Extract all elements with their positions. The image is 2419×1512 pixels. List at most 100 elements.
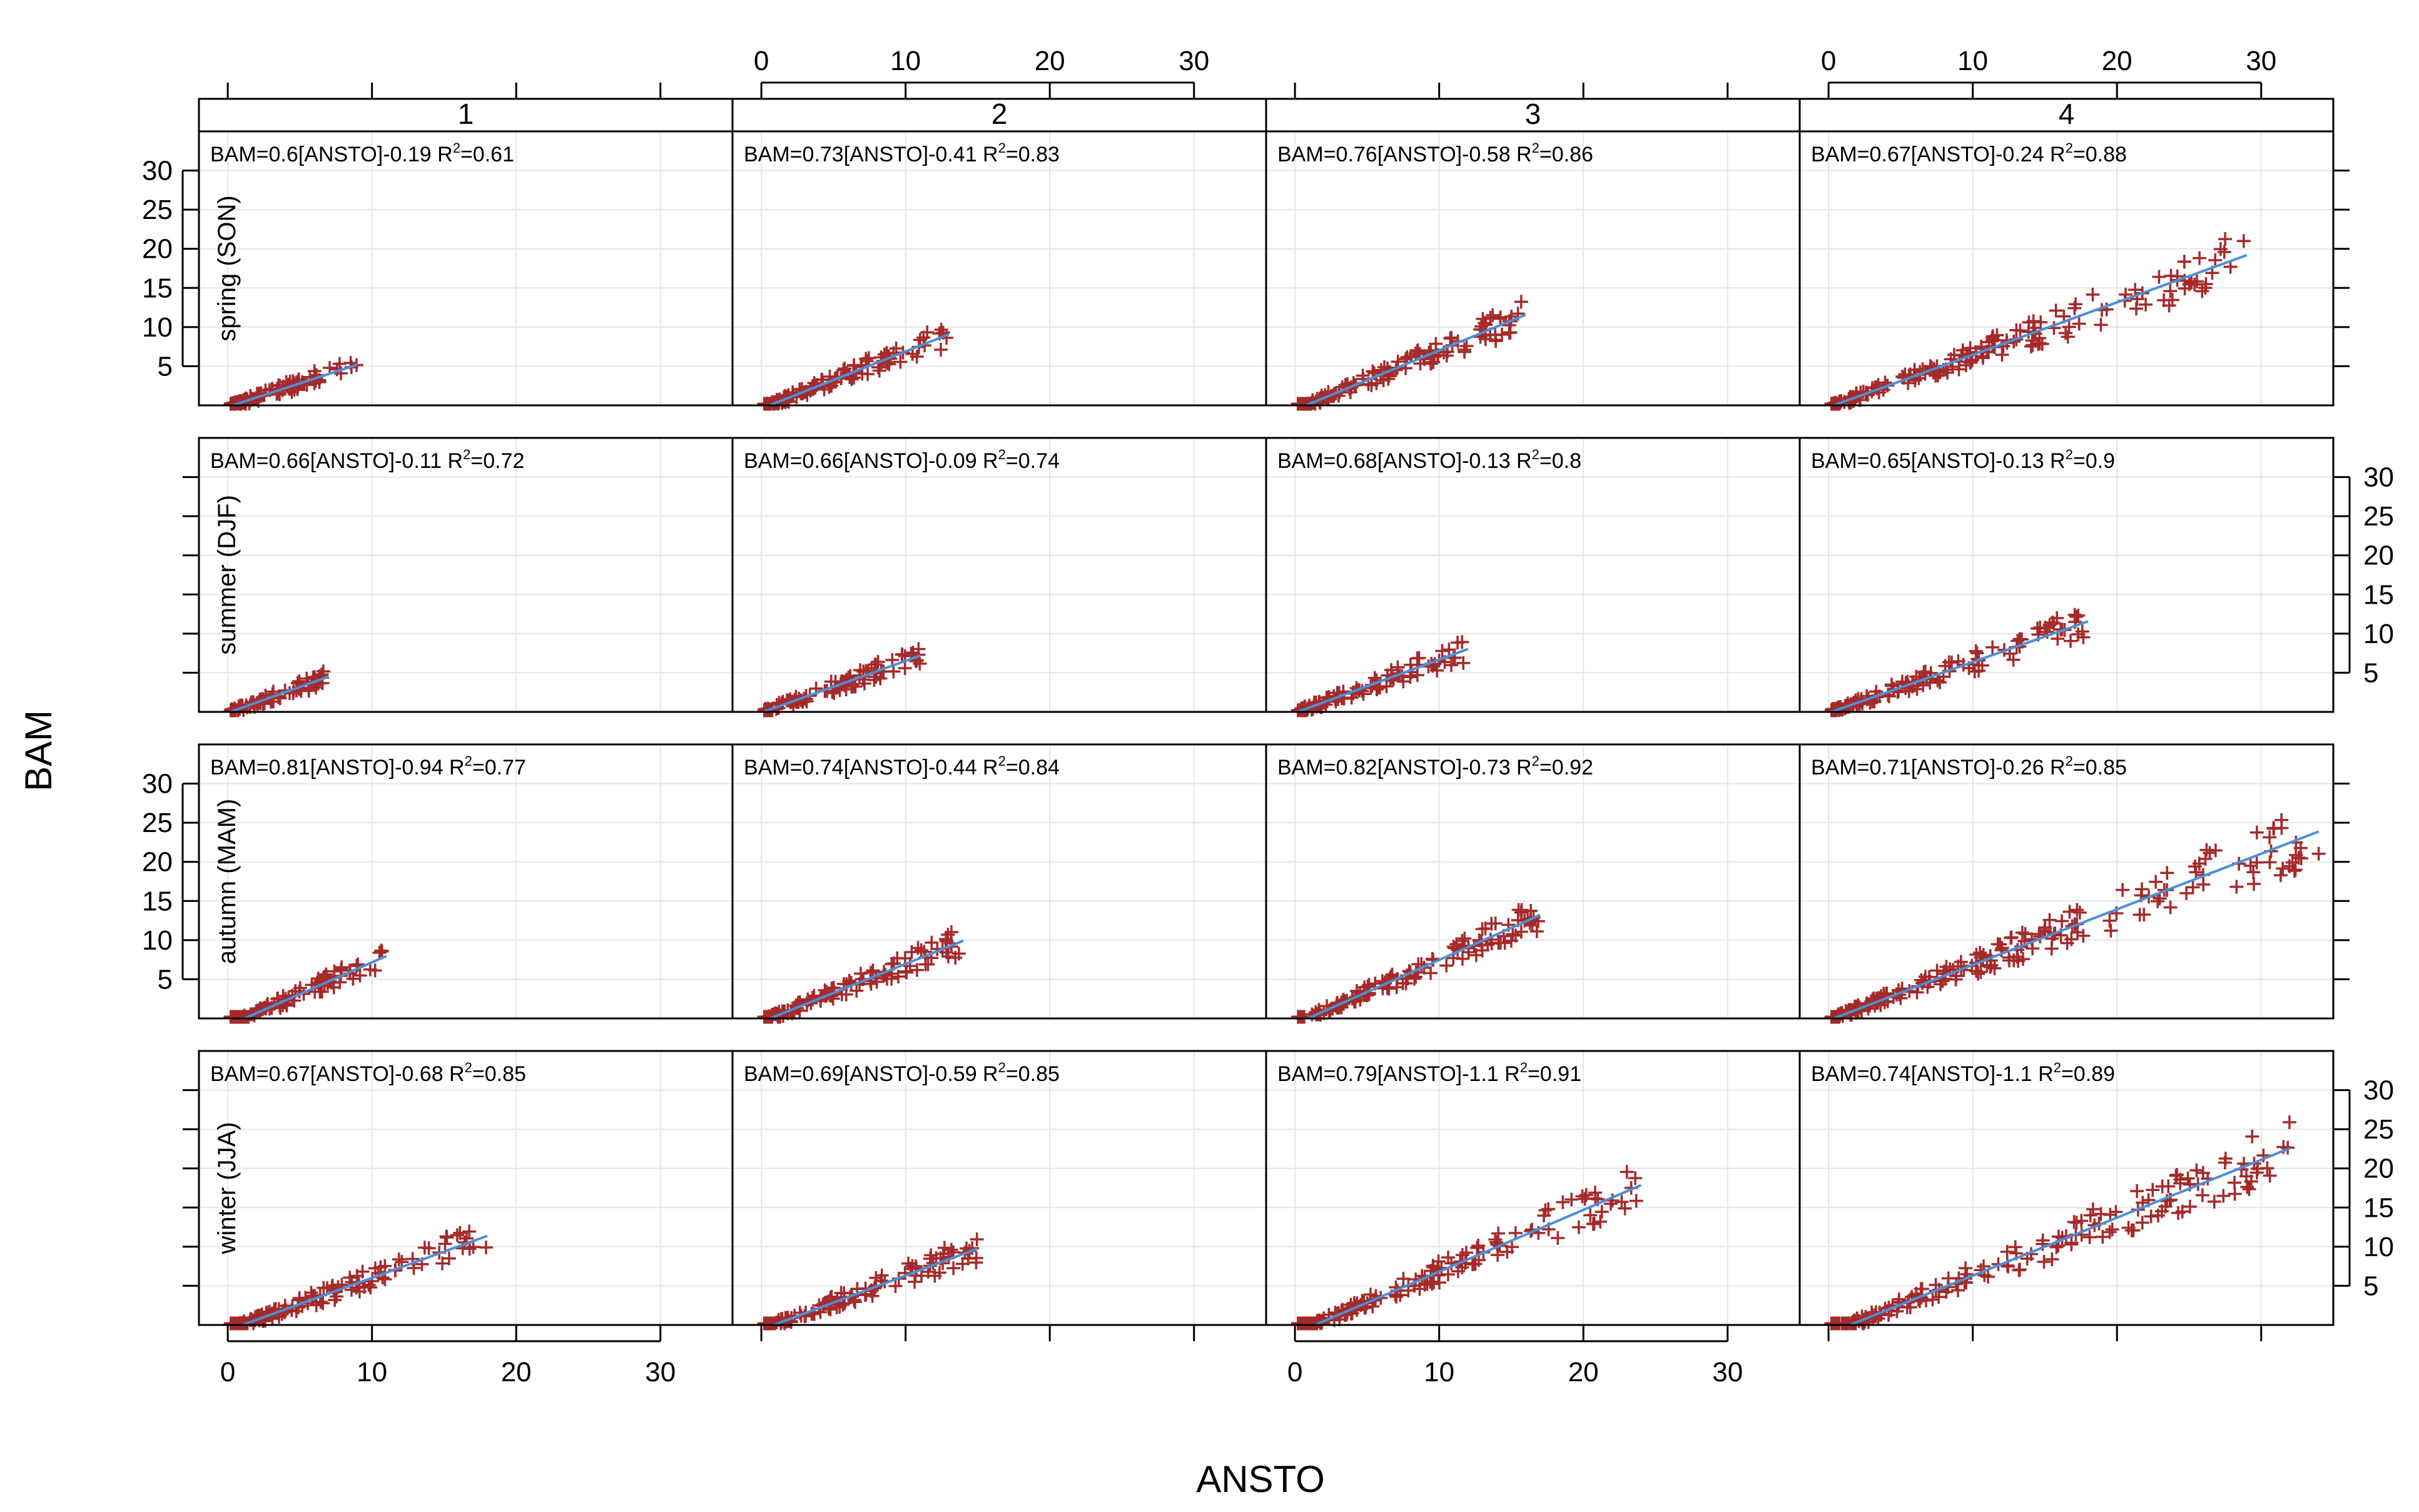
data-point — [2060, 936, 2074, 950]
data-point — [2102, 913, 2117, 928]
data-point — [1293, 397, 1307, 411]
panel: BAM=0.76[ANSTO]-0.58 R2=0.86 3 — [1265, 98, 1801, 411]
data-point — [868, 657, 882, 672]
data-point — [1628, 1171, 1643, 1185]
data-point — [1366, 364, 1380, 378]
r2-exponent: 2 — [1532, 753, 1539, 769]
data-point — [2072, 905, 2087, 920]
r2-value: =0.72 — [470, 449, 524, 473]
data-point — [2010, 950, 2024, 964]
data-point — [2026, 338, 2040, 352]
fit-line — [1305, 313, 1526, 407]
data-point — [941, 950, 955, 964]
r2-exponent: 2 — [1520, 1060, 1528, 1075]
data-point — [833, 1300, 847, 1314]
axes-layer: 0 10 20 300 10 20 300 10 20 300 10 20 30510152025305… — [142, 46, 2394, 1388]
data-point — [1444, 658, 1459, 672]
r2-value: =0.85 — [1006, 1062, 1060, 1086]
data-point — [2151, 894, 2165, 908]
data-point — [1456, 656, 1471, 670]
r2-exponent: 2 — [2066, 140, 2073, 156]
data-point — [2064, 634, 2078, 648]
data-point — [1410, 668, 1424, 682]
fit-line — [1307, 913, 1541, 1020]
data-point — [1399, 977, 1413, 991]
data-point — [2036, 1233, 2050, 1247]
panel: BAM=0.74[ANSTO]-0.44 R2=0.84 — [731, 743, 1267, 1024]
data-point — [1884, 677, 1899, 692]
data-point — [893, 355, 908, 369]
fit-line — [1314, 1184, 1642, 1326]
data-point — [1963, 341, 1977, 355]
data-point — [1484, 916, 1499, 931]
data-point — [2198, 281, 2213, 295]
fit-line — [769, 333, 950, 407]
data-point — [1493, 310, 1508, 325]
data-point — [2006, 652, 2021, 667]
data-point — [1412, 1282, 1427, 1296]
panel-background — [199, 438, 733, 712]
data-point — [438, 1237, 452, 1251]
x-tick-label: 10 — [1957, 46, 1988, 76]
data-point — [1595, 1205, 1609, 1219]
data-point — [350, 1269, 364, 1283]
panel: BAM=0.67[ANSTO]-0.24 R2=0.88 4 — [1798, 98, 2335, 411]
x-tick-label: 20 — [2102, 46, 2132, 76]
data-point — [2203, 846, 2217, 860]
data-point — [378, 1259, 392, 1273]
data-point — [1995, 348, 2009, 362]
data-point — [2042, 913, 2057, 927]
data-point — [1439, 958, 1454, 973]
x-tick-label: 10 — [1424, 1357, 1454, 1388]
data-point — [882, 357, 896, 372]
data-point — [1455, 1248, 1469, 1262]
data-point — [2195, 1188, 2209, 1202]
data-point — [2072, 317, 2086, 331]
data-point — [1441, 1267, 1455, 1282]
data-point — [1551, 1230, 1565, 1245]
data-point — [2015, 925, 2029, 940]
data-point — [2249, 855, 2264, 870]
data-point — [2071, 608, 2086, 622]
data-point — [870, 975, 884, 989]
scatter-points — [1291, 295, 1528, 411]
data-point — [2002, 953, 2017, 968]
data-point — [312, 670, 327, 684]
data-point — [2094, 318, 2108, 332]
panel: BAM=0.6[ANSTO]-0.19 R2=0.61 1 — [198, 98, 734, 411]
data-point — [2218, 232, 2233, 246]
data-point — [1458, 931, 1472, 946]
r2-value: =0.8 — [1539, 449, 1581, 473]
data-point — [911, 642, 926, 656]
panel: BAM=0.74[ANSTO]-1.1 R2=0.89 — [1798, 1050, 2335, 1331]
data-point — [1951, 1283, 1965, 1297]
data-point — [2062, 320, 2076, 334]
data-point — [1529, 924, 1544, 938]
data-point — [1944, 656, 1959, 670]
data-point — [1537, 1209, 1551, 1223]
data-point — [2263, 830, 2277, 845]
data-point — [934, 322, 948, 337]
data-point — [2196, 877, 2211, 891]
column-strip — [1265, 98, 1801, 133]
y-tick-label: 5 — [2363, 1271, 2378, 1301]
equation-label: BAM=0.74[ANSTO]-0.44 R2=0.84 — [744, 753, 1060, 779]
data-point — [1985, 640, 2000, 654]
data-point — [937, 1241, 951, 1255]
data-point — [2121, 1220, 2136, 1235]
r2-value: =0.92 — [1539, 756, 1593, 779]
data-point — [2189, 274, 2204, 288]
data-point — [2243, 858, 2258, 873]
data-point — [2236, 234, 2251, 248]
data-point — [861, 351, 876, 365]
r2-exponent: 2 — [998, 753, 1006, 769]
column-strip-label: 1 — [458, 98, 474, 130]
data-point — [910, 963, 924, 977]
data-point — [1356, 368, 1370, 383]
data-point — [2273, 868, 2288, 883]
data-point — [1514, 903, 1529, 917]
y-tick-label: 30 — [142, 769, 173, 799]
data-point — [2051, 631, 2065, 646]
equation-label: BAM=0.6[ANSTO]-0.19 R2=0.61 — [210, 140, 514, 166]
data-point — [2195, 284, 2209, 298]
